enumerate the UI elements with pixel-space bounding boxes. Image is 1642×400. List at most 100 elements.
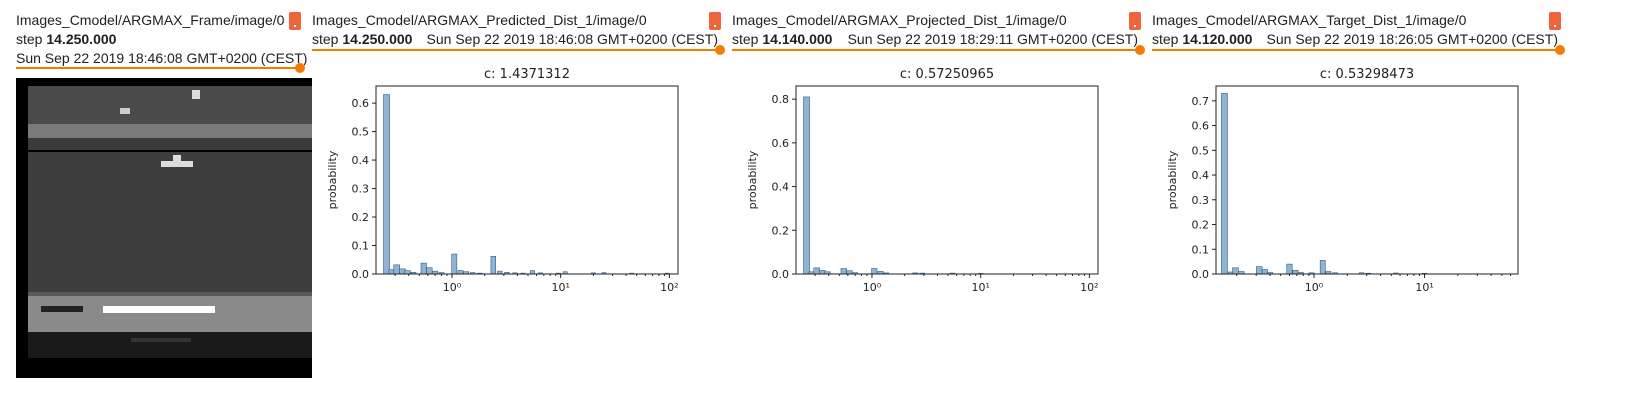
chart-bar (426, 267, 433, 275)
step-slider[interactable] (732, 49, 1139, 51)
more-options-icon[interactable] (289, 12, 301, 30)
card-title: Images_Cmodel/ARGMAX_Target_Dist_1/image… (1152, 12, 1467, 28)
target-dist-card: Images_Cmodel/ARGMAX_Target_Dist_1/image… (1152, 0, 1565, 390)
plot-frame (795, 85, 1099, 275)
y-axis-label: probability (1166, 150, 1179, 209)
y-tick-label: 0.0 (352, 268, 370, 281)
more-options-icon[interactable] (709, 12, 721, 30)
x-tick-label: 10¹ (1415, 281, 1433, 294)
chart-svg: c: 1.4371312 probability 0.0 0.1 0.2 0.3 0.4 0.… (326, 67, 679, 294)
step-indicator: step 14.250.000 (16, 31, 116, 47)
timestamp: Sun Sep 22 2019 18:26:05 GMT+0200 (CEST) (1266, 31, 1558, 47)
step-value: 14.120.000 (1182, 31, 1253, 47)
step-value: 14.140.000 (762, 31, 833, 47)
chart-bar (420, 262, 427, 275)
step-slider[interactable] (16, 67, 296, 69)
step-slider-thumb[interactable] (1555, 45, 1565, 55)
card-title: Images_Cmodel/ARGMAX_Frame/image/0 (16, 12, 285, 28)
chart-bar (1261, 269, 1269, 275)
chart-bar (383, 94, 390, 275)
y-tick-label: 0.4 (352, 154, 370, 167)
chart-container: c: 1.4371312 probability 0.0 0.1 0.2 0.3 0.4 0.… (312, 62, 712, 307)
x-tick-label: 10¹ (551, 281, 569, 294)
step-value: 14.250.000 (342, 31, 413, 47)
chart-title: c: 0.53298473 (1320, 67, 1414, 82)
chart-bar (1221, 93, 1228, 275)
game-frame-image (16, 78, 314, 378)
y-tick-label: 0.4 (772, 181, 790, 194)
y-tick-label: 0.8 (772, 93, 790, 106)
chart-bar (1232, 267, 1239, 275)
step-label: step (732, 31, 759, 47)
chart-title: c: 1.4371312 (484, 67, 570, 82)
chart-bar (457, 270, 464, 275)
chart-svg: c: 0.53298473 probability 0.0 0.1 0.2 0.3 0.4 0… (1166, 67, 1519, 294)
timestamp: Sun Sep 22 2019 18:29:11 GMT+0200 (CEST) (847, 31, 1138, 47)
chart-bar (1256, 266, 1263, 275)
y-axis-label: probability (326, 150, 339, 209)
chart-title: c: 0.57250965 (900, 67, 994, 82)
timestamp: Sun Sep 22 2019 18:46:08 GMT+0200 (CEST) (426, 31, 718, 47)
x-tick-label: 10⁰ (443, 281, 462, 294)
chart-svg: c: 0.57250965 probability 0.0 0.2 0.4 0.6 0.8 1… (746, 67, 1099, 294)
step-indicator: step 14.140.000 (732, 31, 832, 47)
chart-container: c: 0.53298473 probability 0.0 0.1 0.2 0.3 0.4 0… (1152, 62, 1552, 307)
chart-bar (840, 268, 847, 275)
y-tick-label: 0.6 (772, 137, 790, 150)
y-tick-label: 0.2 (352, 211, 370, 224)
predicted-dist-card: Images_Cmodel/ARGMAX_Predicted_Dist_1/im… (312, 0, 725, 390)
chart-bar (1292, 269, 1299, 275)
y-tick-label: 0.0 (1192, 268, 1210, 281)
x-tick-label: 10² (660, 281, 678, 294)
step-label: step (16, 31, 43, 47)
y-tick-label: 0.5 (1192, 144, 1210, 157)
step-slider-thumb[interactable] (295, 63, 305, 73)
more-options-icon[interactable] (1549, 12, 1561, 30)
step-slider-thumb[interactable] (715, 45, 725, 55)
y-tick-label: 0.6 (1192, 120, 1210, 133)
x-tick-label: 10⁰ (863, 281, 882, 294)
x-tick-label: 10⁰ (1305, 281, 1324, 294)
step-label: step (1152, 31, 1179, 47)
y-tick-label: 0.2 (1192, 219, 1210, 232)
chart-bar (404, 270, 411, 275)
chart-bar (871, 268, 878, 275)
chart-bar (529, 270, 535, 275)
step-indicator: step 14.120.000 (1152, 31, 1252, 47)
step-value: 14.250.000 (46, 31, 117, 47)
step-indicator: step 14.250.000 (312, 31, 412, 47)
step-label: step (312, 31, 339, 47)
y-tick-label: 0.1 (1192, 243, 1210, 256)
y-tick-label: 0.7 (1192, 95, 1210, 108)
step-slider[interactable] (312, 49, 719, 51)
step-slider-thumb[interactable] (1135, 45, 1145, 55)
x-tick-label: 10¹ (971, 281, 989, 294)
chart-bar (490, 256, 497, 275)
y-tick-label: 0.6 (352, 97, 370, 110)
chart-container: c: 0.57250965 probability 0.0 0.2 0.4 0.6 0.8 1… (732, 62, 1132, 307)
plot-frame (1215, 85, 1519, 275)
card-title: Images_Cmodel/ARGMAX_Predicted_Dist_1/im… (312, 12, 647, 28)
chart-bar (1286, 263, 1293, 275)
frame-card: Images_Cmodel/ARGMAX_Frame/image/0 step … (16, 0, 314, 390)
x-tick-label: 10² (1080, 281, 1098, 294)
step-slider[interactable] (1152, 49, 1559, 51)
y-tick-label: 0.1 (352, 240, 370, 253)
chart-bar (813, 267, 820, 275)
y-tick-label: 0.2 (772, 224, 790, 237)
y-tick-label: 0.5 (352, 126, 370, 139)
projected-dist-card: Images_Cmodel/ARGMAX_Projected_Dist_1/im… (732, 0, 1145, 390)
chart-bar (393, 264, 400, 275)
y-tick-label: 0.4 (1192, 169, 1210, 182)
chart-bar (451, 253, 458, 275)
y-axis-label: probability (746, 150, 759, 209)
y-tick-label: 0.3 (352, 183, 370, 196)
chart-bar (803, 96, 810, 275)
timestamp: Sun Sep 22 2019 18:46:08 GMT+0200 (CEST) (16, 50, 308, 66)
more-options-icon[interactable] (1129, 12, 1141, 30)
card-title: Images_Cmodel/ARGMAX_Projected_Dist_1/im… (732, 12, 1067, 28)
y-tick-label: 0.3 (1192, 194, 1210, 207)
plot-frame (375, 85, 679, 275)
y-tick-label: 0.0 (772, 268, 790, 281)
chart-bar (1319, 260, 1326, 275)
